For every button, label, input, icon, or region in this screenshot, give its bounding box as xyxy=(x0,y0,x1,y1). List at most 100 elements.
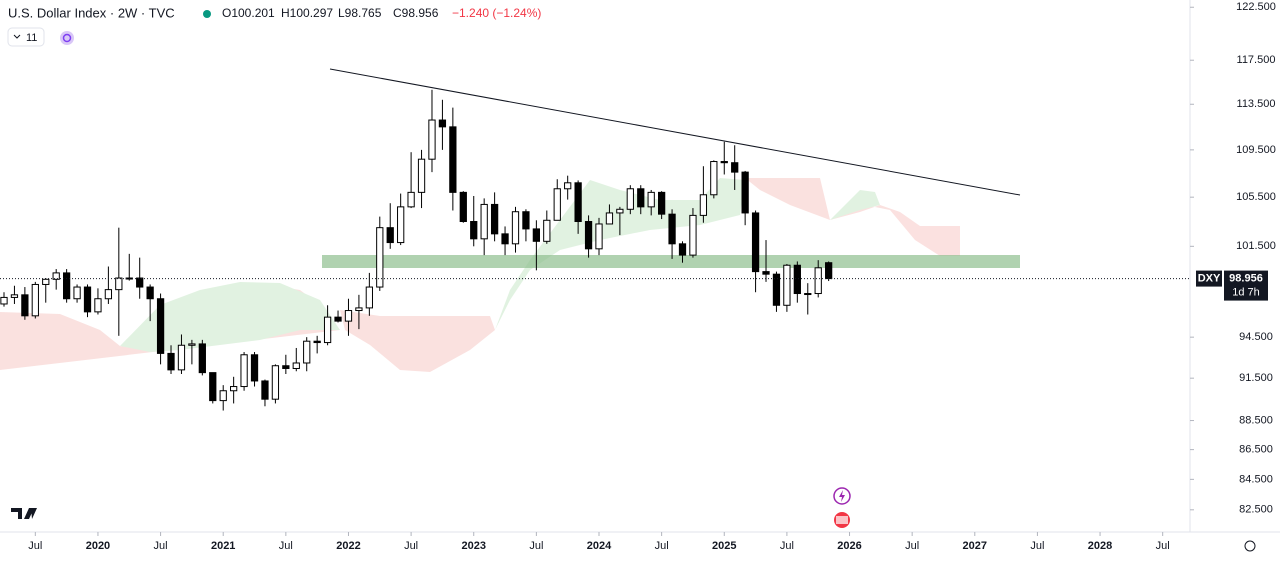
x-tick-label: 2021 xyxy=(211,540,235,552)
tv-logo xyxy=(11,508,37,519)
candle-body xyxy=(658,191,666,215)
x-tick-label: 2025 xyxy=(712,540,736,552)
x-tick-label: Jul xyxy=(1156,540,1170,552)
y-tick-label: 113.500 xyxy=(1237,98,1276,110)
candle-body xyxy=(63,272,71,300)
candle-body xyxy=(428,119,436,160)
candle-body xyxy=(73,286,81,300)
candle-body xyxy=(616,208,624,214)
settings-icon[interactable] xyxy=(1244,540,1256,552)
y-tick-label: 101.500 xyxy=(1236,240,1276,252)
candle-body xyxy=(731,162,739,173)
y-tick-label: 109.500 xyxy=(1236,144,1276,156)
candle-body xyxy=(282,365,290,369)
candle-body xyxy=(470,221,478,240)
candle-body xyxy=(344,310,353,322)
candle-body xyxy=(825,262,833,280)
candle-body xyxy=(240,354,248,388)
indicator-count[interactable]: 11 xyxy=(26,32,37,44)
ohlc-close: C98.956 xyxy=(393,6,439,20)
y-tick-label: 122.500 xyxy=(1236,1,1276,13)
x-tick-label: Jul xyxy=(905,540,919,552)
x-tick-label: 2020 xyxy=(86,540,110,552)
candle-body xyxy=(762,271,770,275)
candle-body xyxy=(741,171,749,214)
candle-body xyxy=(83,286,92,313)
indicator-toggle[interactable] xyxy=(7,27,45,47)
x-tick-label: Jul xyxy=(404,540,418,552)
candle-body xyxy=(595,223,603,250)
header: U.S. Dollar Index · 2W · TVC O100.201 H1… xyxy=(7,5,541,47)
x-tick-label: 2028 xyxy=(1088,540,1112,552)
price-tag: DXY 98.956 1d 7h xyxy=(1196,270,1268,301)
candle-body xyxy=(365,286,373,309)
candle-body xyxy=(553,188,561,221)
candle-body xyxy=(584,221,593,250)
x-tick-label: Jul xyxy=(154,540,168,552)
candle-body xyxy=(198,343,206,374)
candle-body xyxy=(814,267,822,295)
ohlc-low: L98.765 xyxy=(338,6,382,20)
event-glyph xyxy=(839,490,845,502)
candle-body xyxy=(386,227,394,244)
candle-body xyxy=(52,272,60,280)
candle-body xyxy=(355,307,363,312)
price-tag-countdown: 1d 7h xyxy=(1232,286,1260,298)
candle-body xyxy=(501,233,509,245)
candle-body xyxy=(292,362,300,369)
candle-body xyxy=(480,203,488,240)
candle-body xyxy=(605,212,614,225)
candle-body xyxy=(626,188,634,210)
candle-body xyxy=(417,158,426,193)
price-tag-value: 98.956 xyxy=(1229,272,1263,284)
candle-body xyxy=(637,188,645,208)
candle-body xyxy=(209,372,217,402)
chevron-icon xyxy=(13,34,21,39)
candle-body xyxy=(303,340,311,364)
flag-glyph xyxy=(836,516,848,524)
refresh-glyph xyxy=(62,33,72,43)
candle-body xyxy=(0,296,8,305)
candle-body xyxy=(710,161,718,196)
candle-body xyxy=(668,213,676,245)
candle-body xyxy=(42,278,50,285)
ohlc-change: −1.240 (−1.24%) xyxy=(452,6,541,20)
y-tick-label: 117.500 xyxy=(1237,54,1276,66)
candle-body xyxy=(376,227,384,288)
candle-body xyxy=(511,211,520,245)
candle-body xyxy=(490,203,499,235)
candle-body xyxy=(188,343,196,346)
candle-body xyxy=(334,316,342,322)
x-tick-label: 2022 xyxy=(336,540,360,552)
candle-body xyxy=(407,191,415,208)
symbol-title: U.S. Dollar Index · 2W · TVC xyxy=(8,5,175,20)
refresh-icon[interactable] xyxy=(60,31,74,45)
y-tick-label: 84.500 xyxy=(1239,473,1273,485)
trend-line xyxy=(329,68,1021,196)
support-zone xyxy=(322,255,1020,268)
x-tick-label: 2024 xyxy=(587,540,612,552)
y-tick-label: 82.500 xyxy=(1239,504,1273,516)
candle-body xyxy=(804,293,812,296)
candle-body xyxy=(397,206,405,244)
candle-body xyxy=(647,191,655,208)
x-tick-label: Jul xyxy=(655,540,669,552)
candle-body xyxy=(564,182,572,190)
ohlc-open: O100.201 xyxy=(222,6,275,20)
x-tick-label: Jul xyxy=(529,540,543,552)
candle-body xyxy=(156,298,165,354)
plot-area xyxy=(0,89,1190,411)
candle-body xyxy=(689,214,697,256)
ichimoku-cloud xyxy=(0,178,960,372)
candle-body xyxy=(104,289,113,300)
symbol-tag-text: DXY xyxy=(1198,272,1221,284)
x-tick-label: Jul xyxy=(279,540,293,552)
candle-body xyxy=(699,194,708,216)
candle-body xyxy=(219,390,227,402)
candle-body xyxy=(772,273,781,306)
candle-body xyxy=(543,219,551,242)
y-tick-label: 94.500 xyxy=(1239,331,1273,343)
x-tick-label: 2027 xyxy=(963,540,987,552)
candle-body xyxy=(574,182,582,223)
candle-body xyxy=(261,380,269,400)
